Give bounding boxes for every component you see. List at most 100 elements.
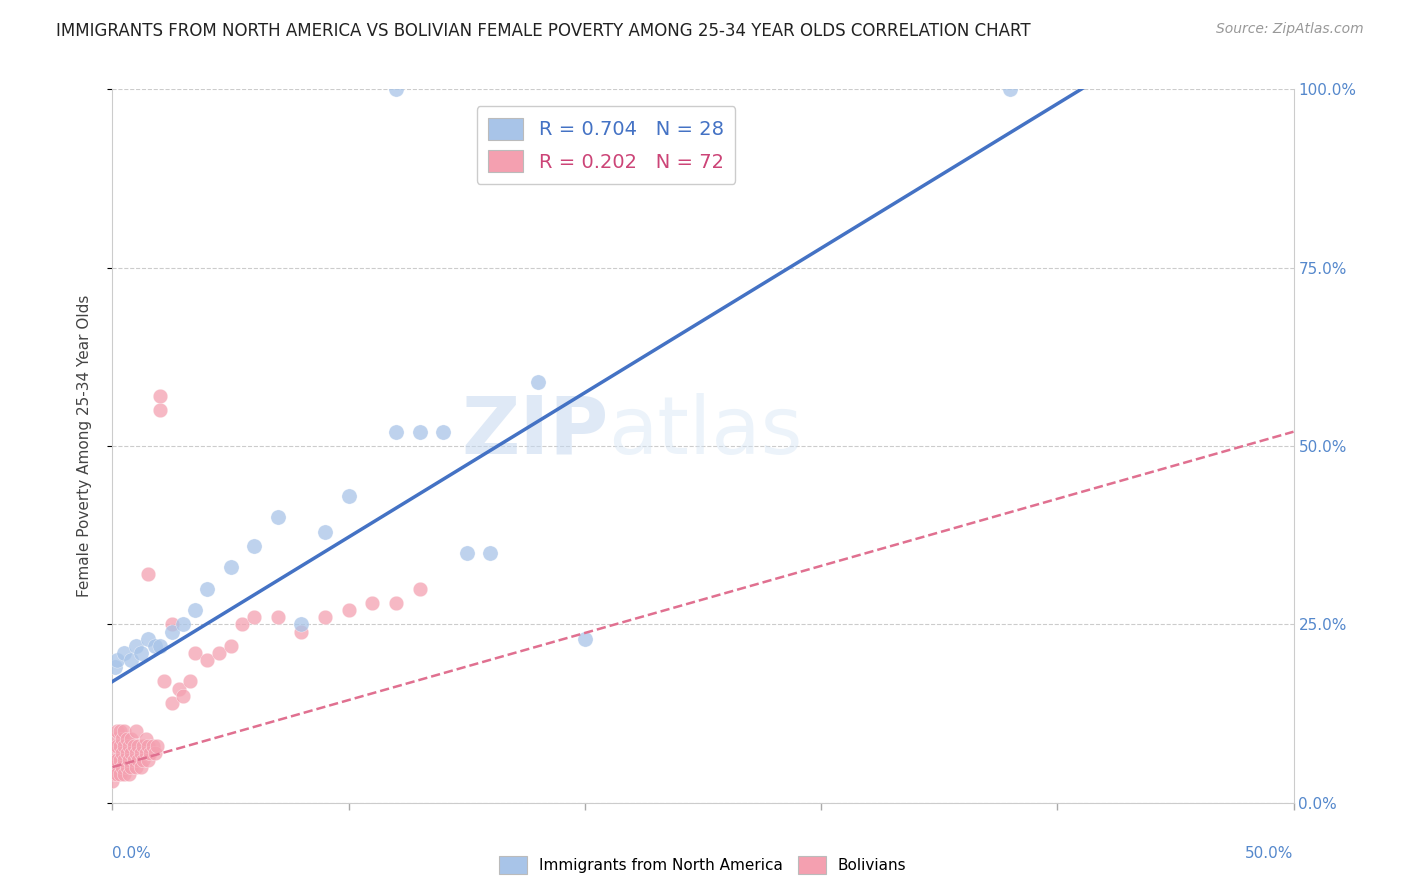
- Point: [127, 739, 149, 753]
- Point: [267, 610, 290, 624]
- Point: [112, 767, 135, 781]
- Point: [361, 596, 384, 610]
- Point: [104, 739, 127, 753]
- Point: [104, 660, 127, 674]
- Point: [136, 567, 159, 582]
- Point: [167, 681, 190, 696]
- Point: [118, 753, 141, 767]
- Point: [160, 617, 183, 632]
- Point: [105, 724, 128, 739]
- Point: [104, 746, 127, 760]
- Point: [408, 582, 430, 596]
- Point: [105, 739, 128, 753]
- Point: [135, 731, 157, 746]
- Point: [115, 731, 138, 746]
- Text: 50.0%: 50.0%: [1246, 846, 1294, 861]
- Point: [143, 746, 166, 760]
- Point: [432, 425, 454, 439]
- Point: [243, 539, 266, 553]
- Point: [136, 739, 159, 753]
- Point: [112, 646, 135, 660]
- Point: [118, 767, 141, 781]
- Point: [243, 610, 266, 624]
- Point: [127, 753, 149, 767]
- Text: atlas: atlas: [609, 392, 803, 471]
- Point: [136, 632, 159, 646]
- Point: [101, 760, 124, 774]
- Point: [139, 746, 162, 760]
- Point: [160, 696, 183, 710]
- Point: [314, 524, 336, 539]
- Point: [195, 582, 218, 596]
- Point: [208, 646, 231, 660]
- Point: [129, 760, 152, 774]
- Point: [104, 753, 127, 767]
- Point: [135, 746, 157, 760]
- Point: [146, 739, 169, 753]
- Point: [104, 767, 127, 781]
- Point: [108, 739, 131, 753]
- Point: [143, 639, 166, 653]
- Text: Source: ZipAtlas.com: Source: ZipAtlas.com: [1216, 22, 1364, 37]
- Point: [112, 739, 135, 753]
- Point: [115, 746, 138, 760]
- Point: [219, 560, 242, 574]
- Text: IMMIGRANTS FROM NORTH AMERICA VS BOLIVIAN FEMALE POVERTY AMONG 25-34 YEAR OLDS C: IMMIGRANTS FROM NORTH AMERICA VS BOLIVIA…: [56, 22, 1031, 40]
- Point: [120, 746, 142, 760]
- Point: [105, 767, 128, 781]
- Point: [172, 617, 194, 632]
- Point: [111, 746, 134, 760]
- Point: [153, 674, 176, 689]
- Point: [111, 731, 134, 746]
- Point: [105, 753, 128, 767]
- Point: [125, 639, 148, 653]
- Point: [456, 546, 478, 560]
- Point: [120, 653, 142, 667]
- Point: [149, 403, 172, 417]
- Point: [290, 624, 312, 639]
- Point: [115, 760, 138, 774]
- Point: [337, 603, 360, 617]
- Point: [108, 767, 131, 781]
- Point: [172, 689, 194, 703]
- Point: [314, 610, 336, 624]
- Point: [108, 724, 131, 739]
- Point: [184, 646, 207, 660]
- Text: 0.0%: 0.0%: [112, 846, 152, 861]
- Point: [104, 731, 127, 746]
- Point: [160, 624, 183, 639]
- Point: [125, 724, 148, 739]
- Point: [231, 617, 253, 632]
- Point: [125, 746, 148, 760]
- Point: [385, 82, 408, 96]
- Point: [125, 760, 148, 774]
- Point: [998, 82, 1021, 96]
- Point: [526, 375, 548, 389]
- Point: [122, 753, 145, 767]
- Point: [112, 753, 135, 767]
- Point: [179, 674, 201, 689]
- Point: [408, 425, 430, 439]
- Point: [120, 731, 142, 746]
- Point: [219, 639, 242, 653]
- Point: [195, 653, 218, 667]
- Point: [149, 639, 172, 653]
- Point: [105, 653, 128, 667]
- Point: [132, 753, 155, 767]
- Point: [142, 739, 165, 753]
- Point: [574, 632, 596, 646]
- Point: [479, 546, 502, 560]
- Point: [101, 774, 124, 789]
- Y-axis label: Female Poverty Among 25-34 Year Olds: Female Poverty Among 25-34 Year Olds: [77, 295, 91, 597]
- Point: [385, 596, 408, 610]
- Point: [111, 760, 134, 774]
- Point: [129, 646, 152, 660]
- Point: [122, 739, 145, 753]
- Point: [108, 753, 131, 767]
- Point: [267, 510, 290, 524]
- Point: [184, 603, 207, 617]
- Point: [290, 617, 312, 632]
- Point: [129, 746, 152, 760]
- Legend: R = 0.704   N = 28, R = 0.202   N = 72: R = 0.704 N = 28, R = 0.202 N = 72: [477, 106, 735, 184]
- Point: [149, 389, 172, 403]
